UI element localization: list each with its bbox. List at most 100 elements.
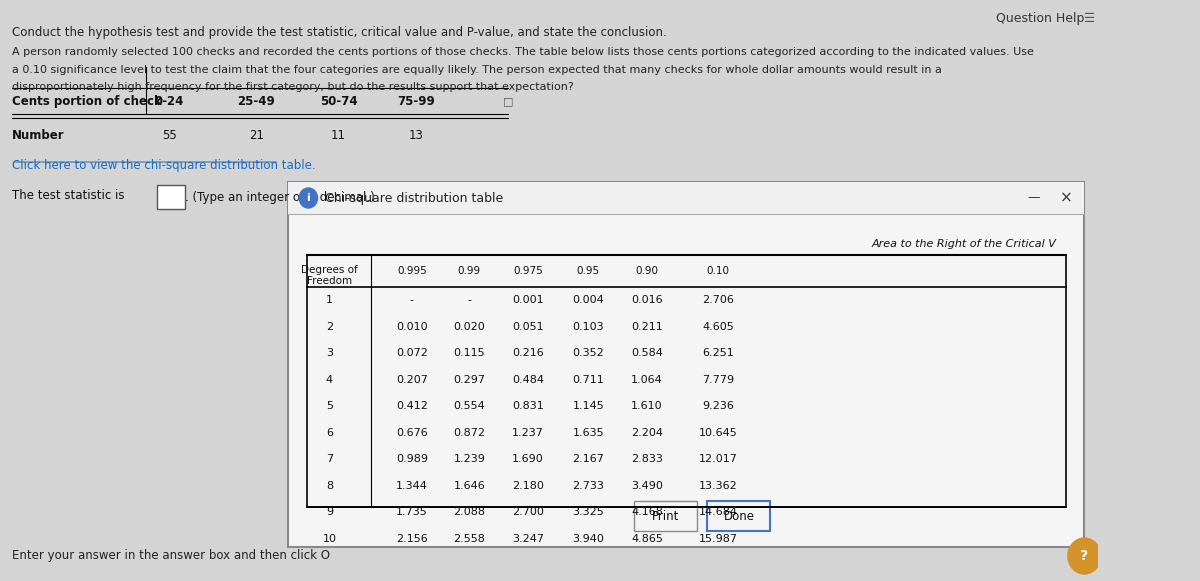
Text: 21: 21: [248, 128, 264, 142]
Text: -: -: [468, 295, 472, 305]
Text: ☰: ☰: [1084, 12, 1096, 24]
Text: Print: Print: [652, 510, 679, 522]
Text: 4.168: 4.168: [631, 507, 662, 517]
Text: 4: 4: [326, 375, 332, 385]
Text: 0.10: 0.10: [707, 266, 730, 276]
Text: 2.733: 2.733: [572, 480, 605, 491]
Text: a 0.10 significance level to test the claim that the four categories are equally: a 0.10 significance level to test the cl…: [12, 64, 942, 74]
Text: 2.156: 2.156: [396, 534, 427, 544]
Text: 10: 10: [323, 534, 336, 544]
Text: ×: ×: [1060, 191, 1073, 206]
Text: 0.872: 0.872: [454, 428, 486, 437]
Text: 0.207: 0.207: [396, 375, 427, 385]
Text: Enter your answer in the answer box and then click O: Enter your answer in the answer box and …: [12, 548, 330, 561]
Circle shape: [1068, 538, 1100, 574]
Text: -: -: [409, 295, 414, 305]
Text: 0.001: 0.001: [512, 295, 544, 305]
Text: Chi-square distribution table: Chi-square distribution table: [325, 192, 503, 205]
Text: 1.064: 1.064: [631, 375, 662, 385]
Text: 1.610: 1.610: [631, 401, 662, 411]
Text: 2.558: 2.558: [454, 534, 485, 544]
Text: 0.554: 0.554: [454, 401, 485, 411]
Text: 0.004: 0.004: [572, 295, 605, 305]
FancyBboxPatch shape: [157, 185, 185, 209]
Text: 25-49: 25-49: [238, 95, 275, 107]
Text: 4.605: 4.605: [702, 322, 734, 332]
Text: Done: Done: [724, 510, 755, 522]
Text: 1.735: 1.735: [396, 507, 427, 517]
Text: 2.706: 2.706: [702, 295, 734, 305]
Text: 2.204: 2.204: [631, 428, 662, 437]
Text: 3: 3: [326, 348, 332, 358]
Text: 0.99: 0.99: [458, 266, 481, 276]
Text: 4.865: 4.865: [631, 534, 662, 544]
Text: 9.236: 9.236: [702, 401, 734, 411]
Text: 0.010: 0.010: [396, 322, 427, 332]
Text: 2.088: 2.088: [454, 507, 486, 517]
Text: 1.690: 1.690: [512, 454, 544, 464]
Text: 1: 1: [326, 295, 332, 305]
Text: Number: Number: [12, 128, 65, 142]
Text: 0.484: 0.484: [512, 375, 544, 385]
Text: A person randomly selected 100 checks and recorded the cents portions of those c: A person randomly selected 100 checks an…: [12, 47, 1033, 57]
Text: 11: 11: [331, 128, 346, 142]
Text: 3.247: 3.247: [512, 534, 544, 544]
Text: 0.989: 0.989: [396, 454, 427, 464]
Text: Question Help: Question Help: [996, 12, 1085, 24]
Text: 0.216: 0.216: [512, 348, 544, 358]
Text: 10.645: 10.645: [698, 428, 738, 437]
Text: disproportionately high frequency for the first category, but do the results sup: disproportionately high frequency for th…: [12, 82, 574, 92]
FancyBboxPatch shape: [288, 182, 1085, 214]
Text: 0.676: 0.676: [396, 428, 427, 437]
Text: 1.635: 1.635: [572, 428, 604, 437]
Text: 0.016: 0.016: [631, 295, 662, 305]
Text: 6: 6: [326, 428, 332, 437]
Text: 0.352: 0.352: [572, 348, 605, 358]
Text: Freedom: Freedom: [307, 276, 352, 286]
Text: 2.833: 2.833: [631, 454, 662, 464]
Text: 3.940: 3.940: [572, 534, 605, 544]
Text: 0.103: 0.103: [572, 322, 604, 332]
Text: 1.344: 1.344: [396, 480, 427, 491]
Text: 1.237: 1.237: [512, 428, 544, 437]
Text: 0.211: 0.211: [631, 322, 662, 332]
Text: 13.362: 13.362: [698, 480, 738, 491]
Text: 0-24: 0-24: [155, 95, 184, 107]
Text: 5: 5: [326, 401, 332, 411]
Text: □: □: [503, 96, 514, 106]
Text: 0.584: 0.584: [631, 348, 662, 358]
Text: 0.020: 0.020: [454, 322, 485, 332]
Text: 15.987: 15.987: [698, 534, 738, 544]
Text: 75-99: 75-99: [397, 95, 436, 107]
Text: 0.95: 0.95: [577, 266, 600, 276]
Text: 1.239: 1.239: [454, 454, 485, 464]
Text: 6.251: 6.251: [702, 348, 734, 358]
Text: 0.051: 0.051: [512, 322, 544, 332]
Text: 13: 13: [409, 128, 424, 142]
Text: 0.297: 0.297: [454, 375, 486, 385]
Text: 12.017: 12.017: [698, 454, 738, 464]
Text: —: —: [1027, 192, 1040, 205]
Text: Area to the Right of the Critical V: Area to the Right of the Critical V: [872, 239, 1057, 249]
Text: 14.684: 14.684: [698, 507, 738, 517]
Text: 0.412: 0.412: [396, 401, 427, 411]
FancyBboxPatch shape: [707, 501, 770, 531]
Text: 8: 8: [326, 480, 332, 491]
Text: 2.167: 2.167: [572, 454, 605, 464]
Text: Cents portion of check: Cents portion of check: [12, 95, 162, 107]
Text: . (Type an integer or a decimal.): . (Type an integer or a decimal.): [185, 191, 374, 203]
Text: 3.490: 3.490: [631, 480, 662, 491]
Text: 0.831: 0.831: [512, 401, 544, 411]
Text: 2: 2: [326, 322, 332, 332]
Text: 2.180: 2.180: [512, 480, 544, 491]
Text: 7.779: 7.779: [702, 375, 734, 385]
Text: 0.072: 0.072: [396, 348, 427, 358]
Text: 1.145: 1.145: [572, 401, 605, 411]
Text: 0.711: 0.711: [572, 375, 605, 385]
Text: 2.700: 2.700: [512, 507, 544, 517]
Text: ?: ?: [1080, 549, 1088, 563]
Text: 3.325: 3.325: [572, 507, 605, 517]
FancyBboxPatch shape: [288, 182, 1085, 547]
Text: 1.646: 1.646: [454, 480, 485, 491]
Text: 7: 7: [326, 454, 332, 464]
